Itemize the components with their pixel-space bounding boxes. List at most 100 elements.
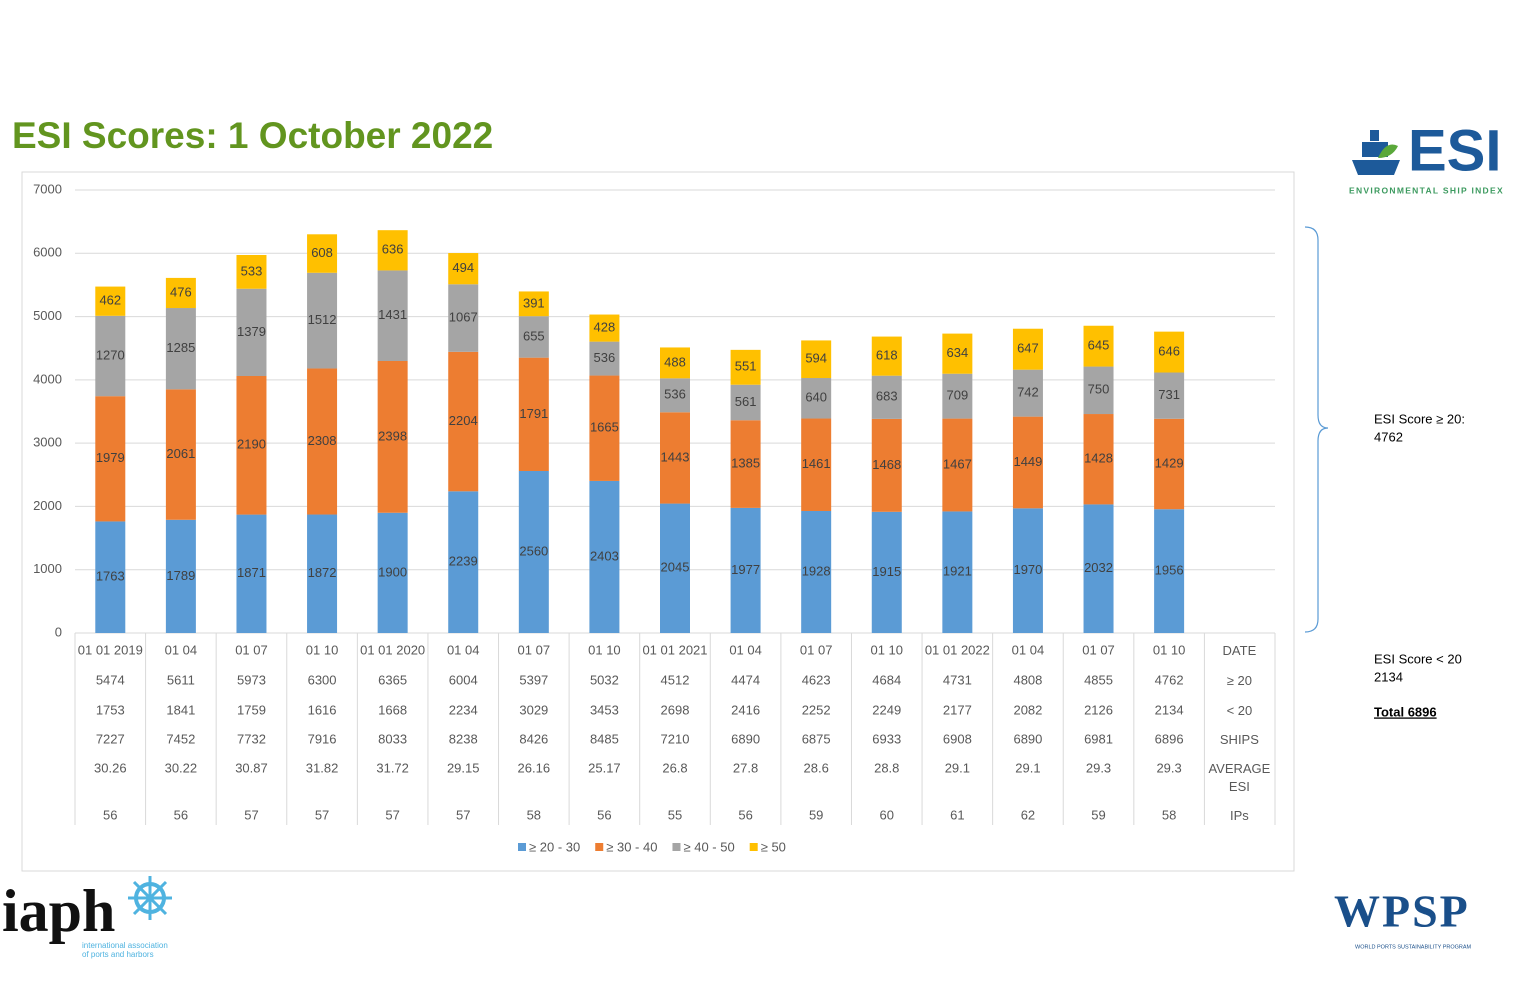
- table-cell: 3453: [590, 702, 619, 717]
- logo-ship: [1370, 130, 1379, 141]
- data-label: 647: [1017, 341, 1039, 356]
- data-label: 2403: [590, 548, 619, 563]
- data-label: 1461: [802, 456, 831, 471]
- data-label: 683: [876, 389, 898, 404]
- bar-segment: [448, 284, 479, 352]
- bar-segment: [448, 253, 479, 285]
- logo-subtext: ENVIRONMENTAL SHIP INDEX: [1349, 185, 1504, 195]
- data-label: 618: [876, 348, 898, 363]
- data-label: 750: [1088, 382, 1110, 397]
- data-label: 2032: [1084, 560, 1113, 575]
- bar-segment: [1154, 509, 1185, 633]
- bar-segment: [871, 375, 902, 419]
- note-value: 4762: [1374, 429, 1403, 444]
- x-tick-label: 01 01 2019: [78, 642, 143, 657]
- table-cell: 5032: [590, 672, 619, 687]
- note-label: ESI Score < 20: [1374, 651, 1462, 666]
- bar-segment: [307, 272, 338, 369]
- data-label: 634: [947, 345, 969, 360]
- table-cell: 30.22: [165, 760, 198, 775]
- table-cell: 27.8: [733, 760, 758, 775]
- data-label: 1977: [731, 562, 760, 577]
- table-cell: 29.1: [1015, 760, 1040, 775]
- bar-segment: [95, 315, 126, 397]
- bar-segment: [942, 511, 973, 633]
- table-cell: 2416: [731, 702, 760, 717]
- wpsp-logo: WPSP WORLD PORTS SUSTAINABILITY PROGRAM: [1334, 886, 1472, 951]
- table-cell: 7210: [661, 731, 690, 746]
- bar-segment: [1012, 508, 1043, 633]
- logo-subtext: of ports and harbors: [82, 950, 154, 959]
- data-label: 1921: [943, 564, 972, 579]
- data-label: 1067: [449, 309, 478, 324]
- data-label: 1915: [872, 564, 901, 579]
- data-label: 655: [523, 328, 545, 343]
- y-tick-label: 3000: [33, 435, 62, 450]
- table-cell: 56: [174, 807, 188, 822]
- table-cell: 4623: [802, 672, 831, 687]
- logo-ship: [1352, 160, 1400, 175]
- legend-label: ≥ 40 - 50: [683, 839, 734, 854]
- table-cell: 6908: [943, 731, 972, 746]
- logo-wheel: [128, 876, 172, 920]
- x-tick-label: 01 07: [518, 642, 551, 657]
- bar-segment: [660, 347, 690, 379]
- table-cell: 6004: [449, 672, 478, 687]
- table-cell: 25.17: [588, 760, 621, 775]
- x-tick-label: 01 04: [729, 642, 762, 657]
- data-label: 608: [311, 245, 333, 260]
- iaph-logo: iaph international association of ports …: [2, 876, 172, 959]
- bar-segment: [307, 514, 338, 633]
- data-label: 1900: [378, 564, 407, 579]
- data-label: 645: [1088, 338, 1110, 353]
- table-cell: 4808: [1013, 672, 1042, 687]
- table-cell: 55: [668, 807, 682, 822]
- table-row-label: SHIPS: [1219, 732, 1259, 747]
- table-cell: 4474: [731, 672, 760, 687]
- data-label: 1871: [237, 565, 266, 580]
- bar-segment: [801, 378, 832, 419]
- table-cell: 30.87: [235, 760, 268, 775]
- data-label: 1428: [1084, 451, 1113, 466]
- table-cell: 4512: [661, 672, 690, 687]
- data-label: 1270: [96, 347, 125, 362]
- table-cell: 28.6: [804, 760, 829, 775]
- table-cell: 2698: [661, 702, 690, 717]
- table-cell: 6300: [308, 672, 337, 687]
- legend-label: ≥ 20 - 30: [529, 839, 580, 854]
- data-label: 2204: [449, 413, 478, 428]
- bar-segment: [518, 357, 549, 471]
- legend-label: ≥ 50: [761, 839, 786, 854]
- data-label: 636: [382, 242, 404, 257]
- bar-segment: [165, 277, 196, 309]
- legend-swatch: [518, 843, 526, 851]
- data-label: 2190: [237, 437, 266, 452]
- logo-subtext: international association: [82, 941, 168, 950]
- table-cell: 28.8: [874, 760, 899, 775]
- bar-segment: [1083, 414, 1114, 505]
- x-tick-label: 01 01 2021: [642, 642, 707, 657]
- table-cell: 62: [1021, 807, 1035, 822]
- bar-segment: [95, 521, 126, 633]
- table-cell: 8426: [519, 731, 548, 746]
- table-cell: 1753: [96, 702, 125, 717]
- table-cell: 7916: [308, 731, 337, 746]
- data-label: 1429: [1155, 455, 1184, 470]
- table-cell: 3029: [519, 702, 548, 717]
- bar-segment: [1154, 372, 1185, 419]
- logo-text: WPSP: [1334, 886, 1470, 937]
- data-label: 1763: [96, 569, 125, 584]
- bar-segment: [236, 375, 267, 515]
- bar-segment: [942, 418, 973, 512]
- table-cell: 31.72: [376, 760, 409, 775]
- y-tick-label: 1000: [33, 561, 62, 576]
- table-cell: 57: [456, 807, 470, 822]
- data-label: 1467: [943, 456, 972, 471]
- bar-segment: [730, 384, 761, 421]
- table-cell: 56: [103, 807, 117, 822]
- x-tick-label: 01 07: [1082, 642, 1115, 657]
- table-cell: 1616: [308, 702, 337, 717]
- table-cell: 7452: [166, 731, 195, 746]
- data-label: 533: [241, 263, 263, 278]
- bar-segment: [730, 349, 761, 385]
